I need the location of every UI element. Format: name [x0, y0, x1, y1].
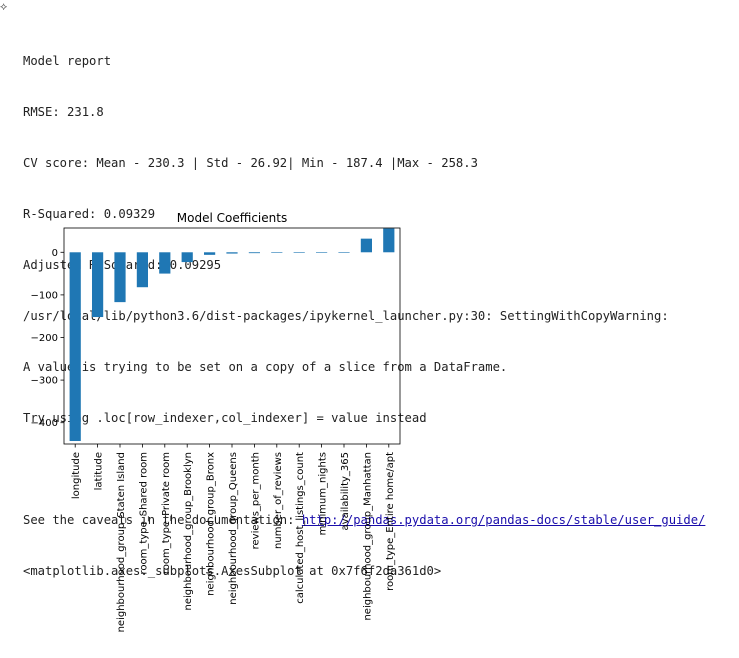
- x-tick-label-13: neighbourhood_group_Manhattan: [362, 452, 373, 621]
- coefficients-chart: Model Coefficients 0 −100 −200 −300 −400 lon…: [31, 211, 401, 632]
- x-tick-label-9: number_of_reviews: [273, 452, 284, 549]
- output-prompt-icon: ⟡: [0, 0, 8, 13]
- x-tick-label-10: calculated_host_listings_count: [295, 452, 306, 604]
- y-tick-label-1: −100: [31, 290, 58, 301]
- bar-4: [159, 252, 171, 274]
- bar-12: [338, 252, 350, 253]
- bar-8: [248, 252, 260, 254]
- caveats-prefix: See the caveats in the documentation:: [23, 513, 302, 527]
- bar-14: [383, 228, 395, 253]
- x-tick-label-0: longitude: [71, 452, 82, 499]
- cell-output: Model report RMSE: 231.8 CV score: Mean …: [23, 19, 739, 597]
- y-axis: 0 −100 −200 −300 −400: [31, 248, 64, 429]
- caveats-link[interactable]: http://pandas.pydata.org/pandas-docs/sta…: [301, 513, 706, 527]
- axes-repr-line: <matplotlib.axes._subplots.AxesSubplot a…: [23, 564, 442, 578]
- warning-path-line: /usr/local/lib/python3.6/dist-packages/i…: [23, 309, 669, 323]
- bar-6: [204, 252, 216, 255]
- chart-container: Model Coefficients 0 −100 −200 −300 −400 lon…: [0, 208, 420, 658]
- rmse-line: RMSE: 231.8: [23, 105, 104, 119]
- bar-2: [114, 252, 126, 303]
- bar-1: [92, 252, 104, 318]
- y-tick-label-0: 0: [52, 248, 58, 259]
- axes-frame: [63, 227, 401, 445]
- x-tick-label-8: reviews_per_month: [250, 452, 261, 549]
- bars-group: [69, 228, 395, 442]
- caveats-line: See the caveats in the documentation: ht…: [23, 512, 739, 529]
- bar-9: [271, 252, 283, 253]
- y-tick-label-2: −200: [31, 333, 58, 344]
- chart-title: Model Coefficients: [177, 211, 287, 225]
- x-tick-label-7: neighbourhood_group_Queens: [228, 452, 239, 605]
- x-tick-label-6: neighbourhood_group_Bronx: [206, 452, 217, 596]
- x-axis: longitude latitude neighbourhood_group_Sta…: [71, 444, 396, 632]
- x-tick-label-3: room_type_Shared room: [138, 452, 149, 574]
- x-tick-label-5: neighbourhood_group_Brooklyn: [183, 452, 194, 610]
- bar-0: [69, 252, 81, 442]
- x-tick-label-2: neighbourhood_group_Staten Island: [116, 452, 127, 632]
- x-tick-label-1: latitude: [94, 452, 105, 490]
- y-tick-label-3: −300: [31, 376, 58, 387]
- y-tick-label-4: −400: [31, 418, 58, 429]
- r-squared-line: R-Squared: 0.09329: [23, 207, 156, 221]
- bar-11: [316, 252, 328, 253]
- bar-5: [181, 252, 193, 263]
- cv-score-line: CV score: Mean - 230.3 | Std - 26.92| Mi…: [23, 156, 478, 170]
- bar-7: [226, 252, 238, 254]
- warning-msg-line: A value is trying to be set on a copy of…: [23, 360, 508, 374]
- x-tick-label-14: room_type_Entire home/apt: [385, 452, 396, 591]
- report-title: Model report: [23, 54, 112, 68]
- bar-3: [136, 252, 148, 288]
- x-tick-label-12: availability_365: [340, 452, 351, 530]
- bar-13: [360, 238, 372, 253]
- x-tick-label-4: room_type_Private room: [161, 452, 172, 574]
- bar-10: [293, 252, 305, 253]
- x-tick-label-11: minimum_nights: [318, 452, 329, 535]
